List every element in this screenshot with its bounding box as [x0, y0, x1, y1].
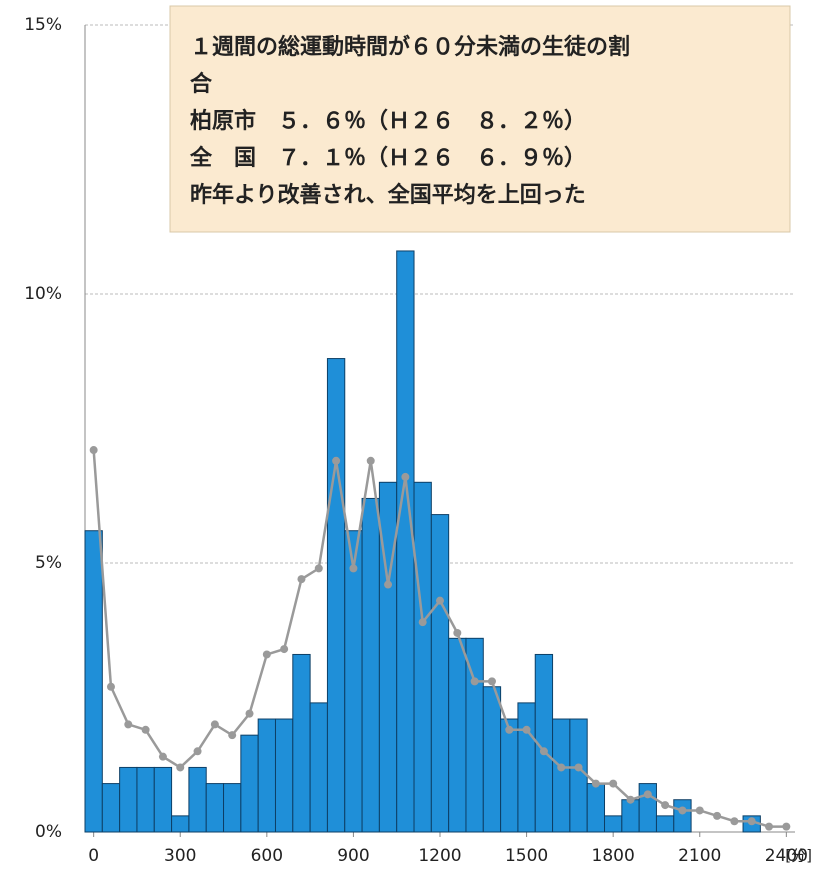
line-point [643, 790, 652, 799]
bar [413, 481, 432, 833]
bar [136, 766, 155, 833]
line-point [158, 752, 167, 761]
line-point [176, 763, 185, 772]
x-axis-label: [分] [785, 847, 812, 865]
bar [223, 783, 242, 833]
bar [500, 718, 519, 833]
line-point [106, 682, 115, 691]
line-point [522, 725, 531, 734]
line-point [210, 720, 219, 729]
line-point [193, 747, 202, 756]
bar [240, 734, 259, 833]
annotation-line: 全 国 ７．１％（Ｈ２６ ６．９％） [189, 145, 586, 171]
x-tick-label: 300 [164, 846, 196, 866]
line-point [747, 817, 756, 826]
bar [396, 250, 415, 833]
annotation-line: 昨年より改善され、全国平均を上回った [190, 182, 586, 208]
line-point [280, 645, 289, 654]
bar [517, 702, 536, 833]
line-point [557, 763, 566, 772]
line-point [765, 822, 774, 831]
bar [482, 686, 502, 833]
line-point [228, 731, 237, 740]
line-point [782, 822, 791, 831]
line-point [505, 725, 514, 734]
bar [257, 718, 276, 833]
line-point [314, 564, 323, 573]
x-tick-label: 2100 [678, 846, 721, 866]
line-point [661, 801, 670, 810]
line-point [591, 779, 600, 788]
line-point [401, 472, 410, 481]
bar [205, 783, 225, 833]
x-tick-label: 600 [251, 846, 283, 866]
bar [430, 514, 450, 833]
bar [274, 718, 294, 833]
bar [292, 653, 311, 833]
x-tick-label: 900 [337, 846, 369, 866]
line-point [539, 747, 548, 756]
bar [448, 637, 467, 833]
line-point [609, 779, 618, 788]
line-point [245, 709, 254, 718]
bar [621, 799, 640, 833]
bar [101, 783, 121, 833]
x-tick-label: 1800 [592, 846, 635, 866]
annotation-line: １週間の総運動時間が６０分未満の生徒の割 [190, 34, 630, 60]
annotation-line: 柏原市 ５．６％（Ｈ２６ ８．２％） [190, 108, 586, 134]
line-point [384, 580, 393, 589]
x-tick-label: 1500 [505, 846, 548, 866]
bar [673, 799, 692, 833]
line-point [436, 596, 444, 605]
y-tick-label: 0% [35, 822, 62, 842]
line-point [297, 575, 306, 584]
bar [655, 815, 675, 833]
bar [586, 783, 606, 833]
line-point [678, 806, 687, 815]
bar [361, 497, 380, 833]
annotation-line: 合 [190, 71, 213, 97]
line-point [141, 725, 150, 734]
bar [552, 718, 571, 833]
bar [569, 718, 588, 833]
x-tick-label: 0 [88, 846, 99, 866]
bar [604, 815, 623, 833]
line-point [730, 817, 739, 826]
line-point [574, 763, 583, 772]
line-point [89, 446, 98, 455]
bar [171, 815, 190, 833]
bar [309, 702, 328, 833]
line-point [470, 677, 479, 686]
line-point [453, 628, 462, 637]
bar [344, 530, 363, 833]
line-point [332, 456, 341, 465]
y-tick-label: 15% [24, 15, 62, 35]
y-tick-label: 5% [35, 553, 62, 573]
line-point [695, 806, 704, 815]
bar [84, 530, 103, 833]
x-tick-label: 2400 [765, 846, 808, 866]
bar [119, 766, 138, 833]
line-point [418, 618, 427, 627]
line-point [626, 795, 635, 804]
line-point [366, 456, 375, 465]
x-tick-label: 1200 [418, 846, 461, 866]
annotation-box [169, 5, 791, 233]
line-point [262, 650, 271, 659]
bar [326, 358, 346, 833]
line-point [487, 677, 496, 686]
bar [188, 766, 207, 833]
bar [153, 766, 173, 833]
line-point [124, 720, 133, 729]
line-point [349, 564, 358, 573]
y-tick-label: 10% [24, 284, 62, 304]
line-point [713, 811, 722, 820]
